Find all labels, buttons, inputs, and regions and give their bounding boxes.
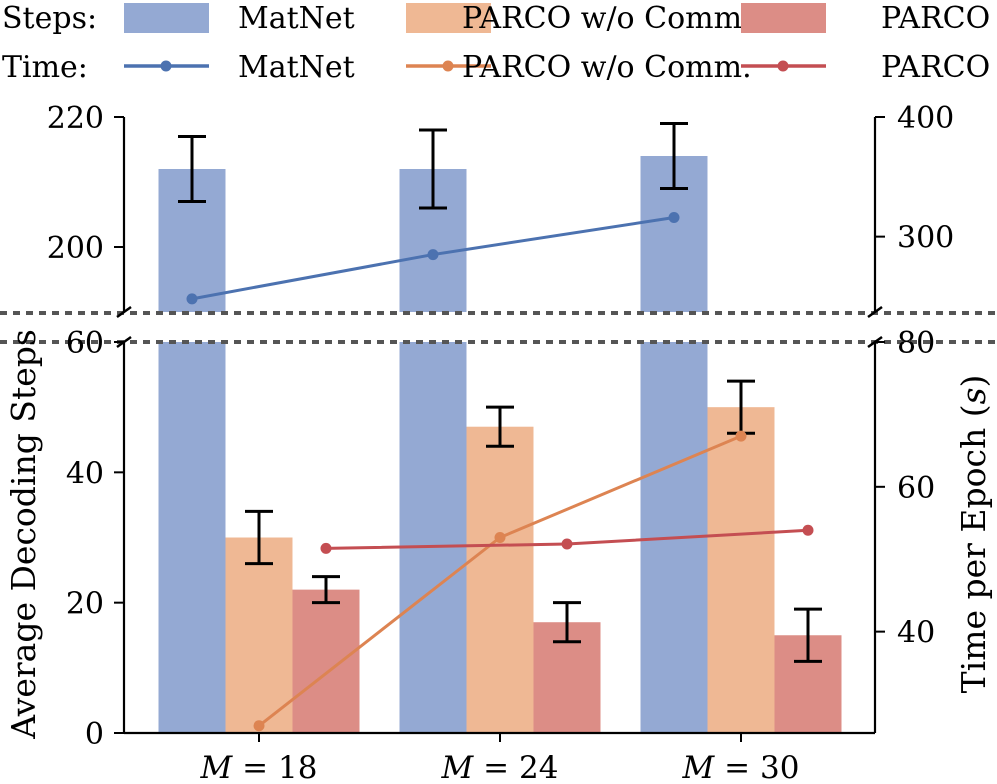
bars (158, 156, 842, 733)
bar-parco-w-o-comm-1 (225, 537, 293, 733)
left-tick-60: 60 (66, 326, 104, 361)
point-parco-2 (561, 538, 573, 550)
point-parco-w-o-comm-1 (253, 720, 265, 732)
y2-axis-title: Time per Epoch (s) (954, 375, 993, 694)
legend-marker-time-parco-w-o-comm (442, 60, 454, 72)
bar-parco-w-o-comm-3 (707, 407, 775, 733)
legend-label-steps-parco-w-o-comm: PARCO w/o Comm. (462, 1, 752, 36)
point-parco-w-o-comm-3 (735, 430, 747, 442)
legend-marker-time-matnet (160, 60, 172, 72)
right-tick-400: 400 (897, 101, 954, 136)
time-lines (186, 211, 814, 732)
legend-label-time-parco-w-o-comm: PARCO w/o Comm. (462, 50, 752, 85)
y-axis-title: Average Decoding Steps (4, 329, 43, 740)
error-bars (178, 122, 822, 663)
right-tick-40: 40 (897, 616, 935, 651)
point-parco-w-o-comm-2 (494, 532, 506, 543)
point-parco-1 (320, 542, 332, 554)
axis-break (0, 305, 997, 349)
bar-matnet-1-lower (158, 342, 226, 733)
right-tick-80: 80 (897, 326, 935, 361)
right-tick-60: 60 (897, 471, 935, 506)
legend-swatch-steps-parco (741, 3, 826, 33)
legend-label-steps-parco: PARCO (881, 1, 990, 36)
legend-label-steps-matnet: MatNet (238, 1, 355, 36)
bar-parco-w-o-comm-2 (466, 426, 534, 733)
left-tick-40: 40 (66, 456, 104, 491)
right-tick-300: 300 (897, 221, 954, 256)
point-matnet-1 (186, 293, 198, 305)
x-tick-label-3: M = 30 (682, 750, 800, 784)
legend-marker-time-parco (777, 60, 789, 72)
left-tick-0: 0 (85, 717, 104, 752)
x-tick-label-1: M = 18 (200, 750, 318, 784)
legend-swatch-steps-parco-w-o-comm (406, 3, 491, 33)
left-tick-200: 200 (47, 231, 104, 266)
legend-steps-label: Steps: (2, 1, 97, 36)
left-tick-20: 20 (66, 587, 104, 622)
legend-label-time-matnet: MatNet (238, 50, 355, 85)
point-matnet-3 (668, 211, 680, 223)
legend: Steps: Time: MatNet PARCO w/o Comm. PARCO Mat… (2, 1, 990, 85)
left-tick-220: 220 (47, 101, 104, 136)
bar-parco-1 (292, 589, 360, 733)
point-parco-3 (802, 524, 814, 536)
point-matnet-2 (427, 249, 439, 261)
bar-matnet-2-lower (399, 342, 467, 733)
legend-label-time-parco: PARCO (881, 50, 990, 85)
axes: 0 20 40 60 200 220 40 60 80 300 400 M = 18 M = 24 M =… (4, 101, 993, 784)
x-tick-label-2: M = 24 (441, 750, 559, 784)
legend-swatch-steps-matnet (124, 3, 209, 33)
legend-time-label: Time: (2, 50, 88, 85)
